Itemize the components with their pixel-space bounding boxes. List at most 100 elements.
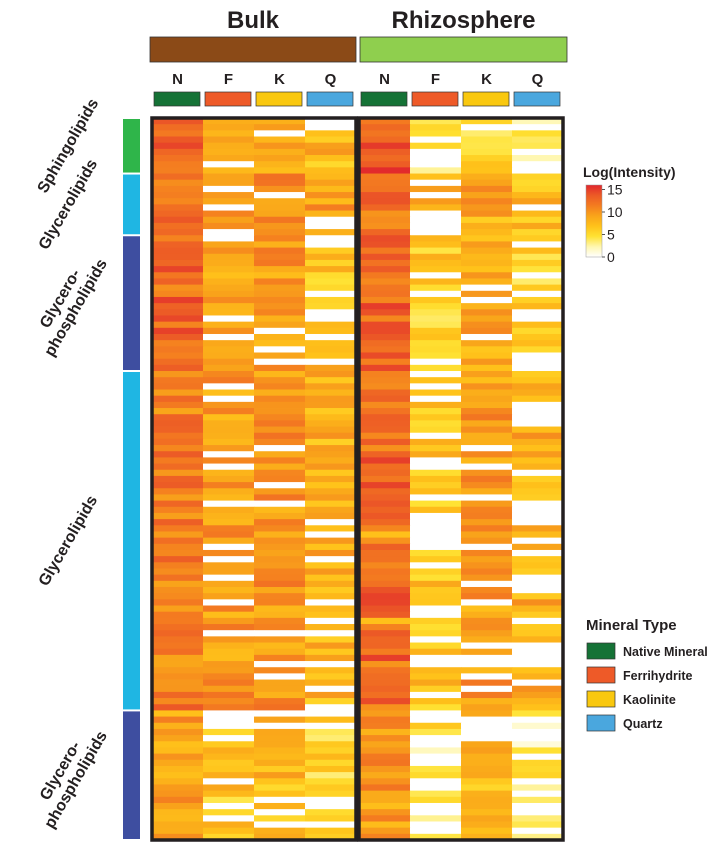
- heatmap-cell: [359, 475, 411, 483]
- heatmap-cell: [512, 698, 564, 705]
- heatmap-cell: [305, 179, 357, 187]
- heatmap-cell: [203, 488, 255, 495]
- heatmap-cell: [410, 605, 462, 613]
- heatmap-cell: [203, 235, 255, 242]
- heatmap-cell: [152, 661, 204, 668]
- heatmap-cell: [203, 716, 255, 724]
- heatmap-cell: [254, 438, 306, 446]
- heatmap-cell: [461, 617, 513, 625]
- heatmap-cell: [152, 408, 204, 415]
- heatmap-cell: [359, 284, 411, 292]
- heatmap-cell: [410, 204, 462, 211]
- heatmap-cell: [512, 321, 564, 329]
- heatmap-cell: [254, 124, 306, 131]
- heatmap-cell: [461, 679, 513, 687]
- mineral-legend-label: Quartz: [623, 717, 663, 731]
- heatmap-cell: [152, 790, 204, 798]
- heatmap-cell: [254, 654, 306, 662]
- heatmap-cell: [359, 710, 411, 717]
- heatmap-cell: [461, 562, 513, 569]
- heatmap-cell: [461, 654, 513, 662]
- heatmap-cell: [461, 586, 513, 594]
- heatmap-cell: [152, 352, 204, 360]
- heatmap-cell: [203, 463, 255, 471]
- heatmap-cell: [305, 327, 357, 335]
- heatmap-cell: [512, 284, 564, 292]
- heatmap-cell: [359, 185, 411, 193]
- heatmap-cell: [254, 624, 306, 631]
- heatmap-cell: [254, 735, 306, 742]
- heatmap-cell: [359, 333, 411, 341]
- heatmap-cell: [305, 741, 357, 748]
- heatmap-cell: [461, 161, 513, 168]
- heatmap-cell: [359, 704, 411, 711]
- heatmap-cell: [512, 173, 564, 181]
- heatmap-cell: [461, 580, 513, 588]
- heatmap-cell: [512, 679, 564, 687]
- heatmap-cell: [359, 371, 411, 378]
- heatmap-cell: [254, 574, 306, 582]
- heatmap-cell: [359, 352, 411, 360]
- heatmap-cell: [152, 272, 204, 279]
- heatmap-cell: [152, 698, 204, 705]
- heatmap-cell: [203, 796, 255, 804]
- heatmap-cell: [461, 210, 513, 218]
- heatmap-frame: [150, 116, 565, 842]
- column-label: N: [379, 71, 390, 88]
- heatmap-cell: [359, 296, 411, 304]
- heatmap-cell: [410, 315, 462, 323]
- heatmap-cell: [152, 759, 204, 767]
- heatmap-cell: [203, 130, 255, 137]
- heatmap-cell: [152, 327, 204, 335]
- heatmap-cell: [254, 500, 306, 508]
- heatmap-cell: [254, 593, 306, 600]
- heatmap-cell: [254, 457, 306, 464]
- heatmap-cell: [203, 821, 255, 829]
- heatmap-cell: [359, 438, 411, 446]
- heatmap-cell: [203, 229, 255, 236]
- heatmap-cell: [203, 537, 255, 545]
- heatmap-cell: [410, 389, 462, 397]
- heatmap-cell: [512, 303, 564, 310]
- heatmap-cell: [254, 673, 306, 680]
- heatmap-cell: [410, 383, 462, 390]
- heatmap-cell: [359, 661, 411, 668]
- heatmap-cell: [254, 118, 306, 125]
- heatmap-cell: [305, 728, 357, 736]
- heatmap-cell: [461, 241, 513, 248]
- heatmap-cell: [410, 772, 462, 779]
- heatmap-cell: [461, 266, 513, 273]
- heatmap-cell: [254, 130, 306, 137]
- heatmap-cell: [152, 482, 204, 489]
- heatmap-cell: [359, 161, 411, 168]
- heatmap-cell: [410, 827, 462, 835]
- heatmap-cell: [305, 161, 357, 168]
- heatmap-cell: [512, 716, 564, 724]
- heatmap-cell: [254, 222, 306, 230]
- heatmap-cell: [254, 216, 306, 224]
- heatmap-cell: [152, 290, 204, 298]
- heatmap-cell: [512, 198, 564, 205]
- heatmap-cell: [512, 611, 564, 619]
- heatmap-cell: [254, 833, 306, 841]
- heatmap-cell: [305, 253, 357, 261]
- heatmap-cell: [152, 716, 204, 724]
- heatmap-cell: [461, 593, 513, 600]
- heatmap-cell: [152, 630, 204, 637]
- heatmap-cell: [359, 827, 411, 835]
- heatmap-cell: [254, 463, 306, 471]
- heatmap-cell: [305, 537, 357, 545]
- heatmap-cell: [359, 383, 411, 390]
- heatmap-cell: [152, 531, 204, 539]
- heatmap-cell: [305, 463, 357, 471]
- heatmap-cell: [254, 185, 306, 193]
- heatmap-cell: [203, 309, 255, 316]
- heatmap-cell: [152, 278, 204, 286]
- heatmap-cell: [359, 821, 411, 829]
- heatmap-cell: [512, 340, 564, 347]
- heatmap-cell: [254, 741, 306, 748]
- heatmap-cell: [254, 482, 306, 489]
- heatmap-cell: [305, 259, 357, 267]
- heatmap-cell: [305, 784, 357, 792]
- heatmap-cell: [512, 463, 564, 471]
